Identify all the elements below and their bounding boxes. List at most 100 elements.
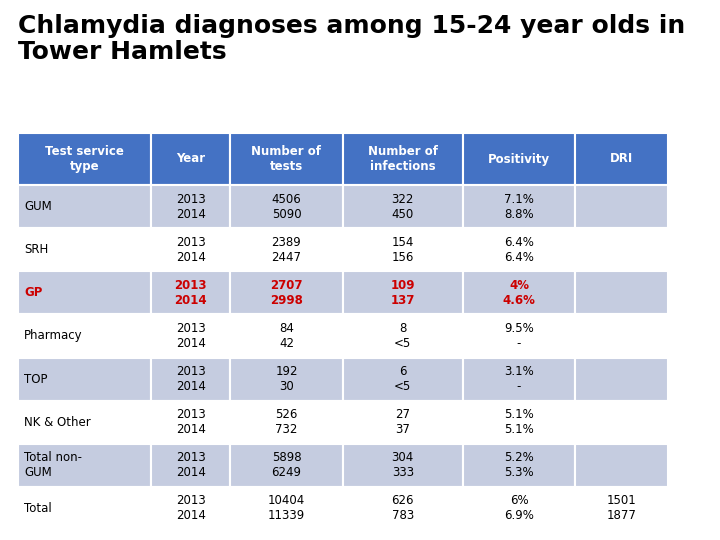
Bar: [343, 314, 462, 357]
Bar: [230, 271, 343, 314]
Text: 2389
2447: 2389 2447: [271, 235, 302, 264]
Text: TOP: TOP: [24, 373, 48, 386]
Text: 4506
5090: 4506 5090: [271, 193, 302, 220]
Text: 8
<5: 8 <5: [394, 322, 411, 350]
Bar: [343, 133, 462, 185]
Text: Number of
infections: Number of infections: [368, 145, 438, 173]
Text: 2707
2998: 2707 2998: [270, 279, 303, 307]
Bar: [151, 314, 230, 357]
Text: 2013
2014: 2013 2014: [174, 279, 207, 307]
Text: GP: GP: [24, 286, 42, 299]
Bar: [230, 357, 343, 401]
Bar: [343, 487, 462, 530]
Bar: [343, 228, 462, 271]
Bar: [575, 133, 668, 185]
Text: Pharmacy: Pharmacy: [24, 329, 83, 342]
Bar: [575, 314, 668, 357]
Text: Chlamydia diagnoses among 15-24 year olds in: Chlamydia diagnoses among 15-24 year old…: [18, 14, 685, 38]
Bar: [343, 357, 462, 401]
Bar: [18, 444, 151, 487]
Text: 5.1%
5.1%: 5.1% 5.1%: [504, 408, 534, 436]
Text: 304
333: 304 333: [392, 451, 414, 480]
Bar: [151, 271, 230, 314]
Bar: [343, 444, 462, 487]
Text: 2013
2014: 2013 2014: [176, 365, 206, 393]
Text: Number of
tests: Number of tests: [251, 145, 321, 173]
Bar: [151, 401, 230, 444]
Bar: [462, 271, 575, 314]
Text: 1501
1877: 1501 1877: [607, 495, 636, 522]
Text: 322
450: 322 450: [392, 193, 414, 220]
Bar: [151, 228, 230, 271]
Text: 4%
4.6%: 4% 4.6%: [503, 279, 536, 307]
Bar: [18, 401, 151, 444]
Bar: [575, 487, 668, 530]
Text: 2013
2014: 2013 2014: [176, 322, 206, 350]
Bar: [343, 271, 462, 314]
Bar: [18, 314, 151, 357]
Bar: [18, 133, 151, 185]
Text: 2013
2014: 2013 2014: [176, 235, 206, 264]
Bar: [343, 401, 462, 444]
Text: 6%
6.9%: 6% 6.9%: [504, 495, 534, 522]
Text: DRI: DRI: [610, 152, 634, 165]
Bar: [230, 487, 343, 530]
Bar: [18, 271, 151, 314]
Text: 27
37: 27 37: [395, 408, 410, 436]
Bar: [18, 185, 151, 228]
Text: 9.5%
-: 9.5% -: [504, 322, 534, 350]
Text: 5898
6249: 5898 6249: [271, 451, 302, 480]
Text: 2013
2014: 2013 2014: [176, 451, 206, 480]
Bar: [462, 133, 575, 185]
Bar: [151, 487, 230, 530]
Text: 2013
2014: 2013 2014: [176, 495, 206, 522]
Bar: [575, 228, 668, 271]
Text: 2013
2014: 2013 2014: [176, 408, 206, 436]
Text: 192
30: 192 30: [275, 365, 298, 393]
Bar: [230, 185, 343, 228]
Bar: [230, 228, 343, 271]
Bar: [462, 444, 575, 487]
Bar: [575, 185, 668, 228]
Bar: [462, 487, 575, 530]
Bar: [151, 133, 230, 185]
Text: 5.2%
5.3%: 5.2% 5.3%: [504, 451, 534, 480]
Bar: [462, 228, 575, 271]
Text: 626
783: 626 783: [392, 495, 414, 522]
Text: 154
156: 154 156: [392, 235, 414, 264]
Bar: [462, 357, 575, 401]
Bar: [343, 185, 462, 228]
Bar: [151, 444, 230, 487]
Bar: [230, 314, 343, 357]
Text: 2013
2014: 2013 2014: [176, 193, 206, 220]
Bar: [462, 401, 575, 444]
Bar: [18, 487, 151, 530]
Bar: [230, 444, 343, 487]
Text: 84
42: 84 42: [279, 322, 294, 350]
Text: 6.4%
6.4%: 6.4% 6.4%: [504, 235, 534, 264]
Text: Tower Hamlets: Tower Hamlets: [18, 40, 227, 64]
Text: 7.1%
8.8%: 7.1% 8.8%: [504, 193, 534, 220]
Bar: [575, 444, 668, 487]
Text: GUM: GUM: [24, 200, 52, 213]
Bar: [18, 357, 151, 401]
Bar: [151, 357, 230, 401]
Bar: [230, 133, 343, 185]
Text: 6
<5: 6 <5: [394, 365, 411, 393]
Bar: [230, 401, 343, 444]
Text: 109
137: 109 137: [390, 279, 415, 307]
Text: Test service
type: Test service type: [45, 145, 124, 173]
Text: 526
732: 526 732: [275, 408, 297, 436]
Text: NK & Other: NK & Other: [24, 416, 91, 429]
Bar: [575, 271, 668, 314]
Bar: [151, 185, 230, 228]
Text: 3.1%
-: 3.1% -: [504, 365, 534, 393]
Bar: [462, 185, 575, 228]
Bar: [575, 357, 668, 401]
Bar: [462, 314, 575, 357]
Bar: [575, 401, 668, 444]
Text: Total non-
GUM: Total non- GUM: [24, 451, 82, 480]
Text: Total: Total: [24, 502, 52, 515]
Text: Year: Year: [176, 152, 205, 165]
Text: Positivity: Positivity: [488, 152, 550, 165]
